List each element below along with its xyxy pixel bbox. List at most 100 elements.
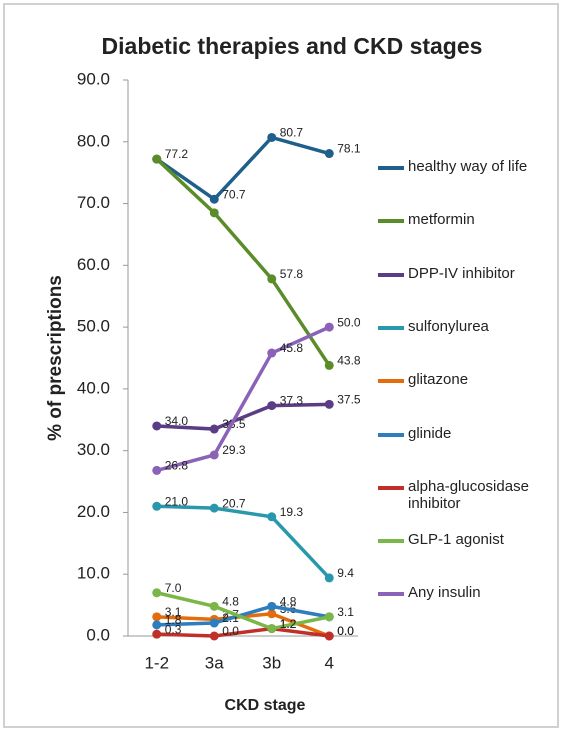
x-tick-label: 3b [262, 653, 281, 672]
data-label: 37.5 [337, 393, 361, 407]
data-point [267, 601, 277, 611]
legend-swatch [378, 539, 404, 544]
data-point [324, 322, 334, 332]
series-line [156, 604, 330, 627]
y-tick-label: 90.0 [77, 69, 110, 88]
data-label: 9.4 [337, 566, 354, 580]
y-tick-label: 10.0 [77, 564, 110, 583]
legend-label: alpha-glucosidase inhibitor [408, 477, 529, 512]
data-point [267, 624, 277, 634]
series-line [155, 157, 331, 367]
data-label: 29.3 [222, 443, 246, 457]
data-point [209, 424, 219, 434]
legend-label: glitazone [408, 371, 469, 389]
data-label: 0.0 [337, 624, 354, 638]
y-tick-label: 0.0 [86, 625, 110, 644]
data-label: 70.7 [222, 187, 246, 201]
data-point [267, 609, 277, 619]
data-label: 0.0 [337, 624, 354, 638]
legend-label: Any insulin [408, 584, 481, 602]
series-line [156, 591, 330, 631]
series-line [156, 504, 331, 580]
data-label: 57.8 [280, 267, 304, 281]
data-label: 34.0 [165, 414, 189, 428]
x-axis-label: CKD stage [225, 697, 306, 714]
data-point [209, 618, 219, 628]
data-label: 4.8 [280, 595, 297, 609]
data-point [267, 274, 277, 284]
data-label: 50.0 [337, 315, 361, 329]
y-tick-label: 70.0 [77, 193, 110, 212]
legend-item: Any insulin [378, 584, 558, 601]
data-point [152, 154, 162, 164]
series-line [156, 325, 330, 473]
legend-swatch [378, 219, 404, 224]
legend-item: glitazone [378, 371, 558, 388]
data-point [152, 629, 162, 639]
data-point [152, 612, 162, 622]
data-point [324, 149, 334, 159]
y-axis-label: % of prescriptions [45, 275, 66, 441]
legend-item: GLP-1 agonist [378, 531, 558, 548]
data-label: 80.7 [280, 126, 304, 140]
data-point [152, 588, 162, 598]
data-point [267, 401, 277, 411]
legend-label: glinide [408, 424, 452, 442]
y-tick-label: 60.0 [77, 255, 110, 274]
data-point [267, 512, 277, 522]
data-point [152, 465, 162, 475]
data-label: 77.2 [165, 147, 189, 161]
data-label: 78.1 [337, 142, 361, 156]
chart-title: Diabetic therapies and CKD stages [102, 33, 483, 59]
legend-swatch [378, 379, 404, 384]
data-label: 21.0 [165, 494, 189, 508]
legend-item: sulfonylurea [378, 318, 558, 335]
legend-label: GLP-1 agonist [408, 531, 504, 549]
y-tick-label: 80.0 [77, 131, 110, 150]
y-tick-label: 20.0 [77, 502, 110, 521]
data-point [152, 620, 162, 630]
series-line [156, 626, 330, 638]
y-tick-label: 40.0 [77, 378, 110, 397]
legend-label: metformin [408, 211, 475, 229]
legend-label: healthy way of life [408, 158, 528, 175]
data-label: 1.2 [280, 617, 297, 631]
data-point [209, 208, 219, 218]
legend-swatch [378, 272, 404, 277]
x-tick-label: 4 [325, 653, 334, 672]
legend-swatch [378, 432, 404, 437]
legend-item: alpha-glucosidase inhibitor [378, 478, 558, 512]
legend-item: healthy way of life [378, 158, 558, 175]
legend-swatch [378, 325, 404, 330]
legend-label: sulfonylurea [408, 317, 489, 335]
data-label: 4.8 [222, 595, 239, 609]
data-point [324, 631, 334, 641]
x-tick-label: 1-2 [144, 653, 169, 672]
data-point [267, 132, 277, 142]
data-label: 19.3 [280, 505, 304, 519]
series-line [156, 402, 330, 431]
legend-item: metformin [378, 211, 558, 228]
data-label: 45.8 [280, 341, 304, 355]
data-point [324, 612, 334, 622]
data-point [209, 503, 219, 513]
data-point [324, 360, 334, 370]
x-tick-label: 3a [205, 653, 224, 672]
legend-item: glinide [378, 425, 558, 442]
data-label: 0.3 [165, 622, 182, 636]
data-point [209, 601, 219, 611]
legend-swatch [378, 592, 404, 597]
data-label: 3.1 [337, 605, 354, 619]
data-label: 0.0 [222, 624, 239, 638]
legend-swatch [378, 166, 404, 170]
data-label: 26.8 [165, 459, 189, 473]
legend-label: DPP-IV inhibitor [408, 264, 515, 282]
legend-swatch [378, 485, 404, 490]
data-point [152, 501, 162, 511]
legend-item: DPP-IV inhibitor [378, 265, 558, 282]
series-line [155, 135, 330, 202]
y-tick-label: 30.0 [77, 440, 110, 459]
data-point [152, 421, 162, 431]
